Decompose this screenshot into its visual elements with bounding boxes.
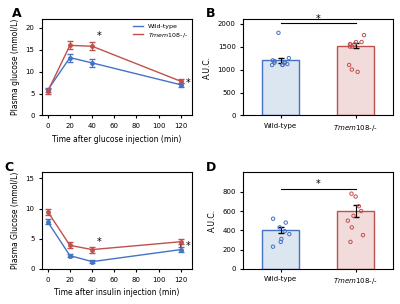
Point bbox=[358, 209, 364, 213]
Point bbox=[279, 63, 286, 67]
Y-axis label: Plasma Glucose (mmol/L): Plasma Glucose (mmol/L) bbox=[11, 172, 20, 269]
Bar bbox=[337, 211, 374, 269]
Point bbox=[351, 42, 358, 47]
Point bbox=[349, 44, 355, 49]
Point bbox=[349, 67, 355, 72]
Text: C: C bbox=[5, 161, 14, 174]
Point bbox=[347, 44, 353, 49]
Y-axis label: Plasma glucose (mmol/L): Plasma glucose (mmol/L) bbox=[11, 19, 20, 116]
Text: *: * bbox=[96, 31, 101, 41]
Text: B: B bbox=[206, 7, 215, 20]
Point bbox=[271, 59, 278, 64]
Point bbox=[271, 60, 278, 65]
Point bbox=[349, 225, 355, 230]
Point bbox=[281, 60, 288, 65]
Point bbox=[282, 229, 288, 234]
Point bbox=[360, 233, 366, 237]
Point bbox=[358, 40, 365, 44]
Point bbox=[354, 69, 361, 74]
Point bbox=[346, 63, 352, 67]
Point bbox=[270, 244, 276, 249]
Point bbox=[348, 191, 355, 196]
Point bbox=[286, 56, 292, 60]
Point bbox=[284, 62, 290, 67]
Text: *: * bbox=[185, 241, 190, 251]
Point bbox=[269, 63, 275, 67]
Text: *: * bbox=[316, 179, 320, 189]
Point bbox=[270, 58, 276, 63]
X-axis label: Time after insulin injection (min): Time after insulin injection (min) bbox=[54, 288, 180, 297]
Point bbox=[356, 204, 362, 209]
Point bbox=[276, 225, 283, 230]
Text: *: * bbox=[185, 78, 190, 88]
Point bbox=[278, 237, 285, 241]
Point bbox=[275, 30, 282, 35]
Bar bbox=[337, 46, 374, 116]
Point bbox=[270, 216, 276, 221]
Legend: Wild-type, $\it{Tmem108}$-/-: Wild-type, $\it{Tmem108}$-/- bbox=[132, 22, 189, 40]
Point bbox=[361, 33, 367, 38]
Point bbox=[347, 42, 354, 47]
Text: *: * bbox=[316, 14, 320, 24]
Point bbox=[278, 240, 284, 244]
Point bbox=[350, 213, 357, 218]
Point bbox=[279, 63, 286, 67]
Point bbox=[347, 42, 353, 47]
Point bbox=[352, 194, 359, 199]
Bar bbox=[262, 60, 300, 116]
Text: A: A bbox=[12, 7, 22, 20]
X-axis label: Time after glucose injection (min): Time after glucose injection (min) bbox=[52, 135, 182, 144]
Point bbox=[347, 240, 354, 244]
Y-axis label: A.U.C.: A.U.C. bbox=[208, 209, 216, 232]
Point bbox=[282, 60, 288, 65]
Point bbox=[353, 40, 359, 44]
Point bbox=[282, 220, 289, 225]
Text: *: * bbox=[96, 237, 101, 247]
Bar bbox=[262, 230, 300, 269]
Text: D: D bbox=[206, 161, 216, 174]
Point bbox=[345, 218, 351, 223]
Point bbox=[286, 232, 292, 237]
Y-axis label: A.U.C.: A.U.C. bbox=[203, 56, 212, 79]
